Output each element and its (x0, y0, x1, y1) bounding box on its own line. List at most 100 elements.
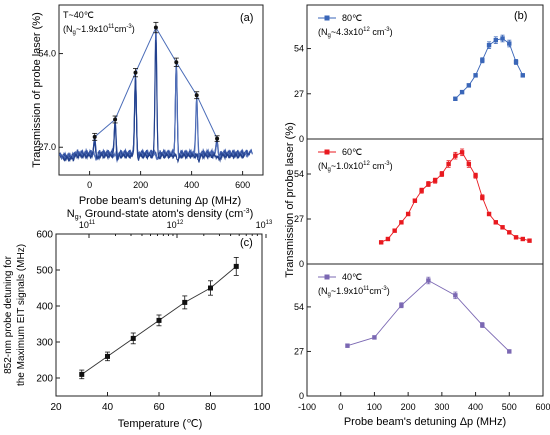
panel-c-point (130, 335, 136, 341)
panel-a-xtick-label: 600 (235, 180, 250, 190)
panel-b-point (399, 220, 404, 225)
panel-c-point (182, 299, 188, 305)
panel-b-point (385, 236, 391, 242)
panel-b-point (500, 36, 505, 41)
panel-c-ytick-label: 300 (36, 338, 53, 349)
panel-b-xtick-label: 200 (401, 402, 416, 412)
panel-a-xtick-label: 0 (87, 180, 92, 190)
panel-b-point (507, 349, 512, 354)
panel-b-point (392, 228, 397, 233)
panel-b-ytick-label: 0 (299, 259, 304, 269)
panel-c-xtick-label: 40 (102, 402, 114, 413)
panel-b-point (513, 235, 519, 240)
panel-c-ylabel-line2: the Maximum EIT signals (MHz) (16, 244, 27, 386)
panel-b-point (480, 58, 485, 63)
panel-c-ylabel-line1: 852-nm probe detuning for (3, 255, 14, 374)
panel-b-ytick-label: 54 (294, 44, 304, 54)
panel-b-legend-label: 60℃ (342, 147, 362, 157)
panel-b-point (513, 59, 519, 65)
panel-a-density: (Ng~1.9x1011cm-3) (63, 24, 135, 36)
panel-b-data: 80℃ (Ng~4.3x1012 cm-3) 60℃ (Ng~1.0x1012 cm-… (318, 13, 532, 354)
panel-a-peak-point (194, 93, 199, 98)
panel-b-point (378, 240, 384, 245)
panel-b-xlabel: Probe beam's detuning Δp (MHz) (344, 416, 506, 428)
panel-a-density-unit: cm (114, 24, 126, 34)
panel-a-label: (a) (240, 12, 253, 24)
panel-b-legend-label: 80℃ (342, 13, 362, 23)
panel-a-density-exp: 11 (108, 24, 115, 30)
panel-c-ytick-label: 200 (36, 374, 53, 385)
panel-a-frame (58, 4, 264, 176)
panel-a-trace (62, 39, 246, 164)
panel-a-temperature: T~40℃ (63, 10, 94, 20)
panel-b-point (466, 161, 472, 167)
panel-b-point (372, 335, 377, 340)
panel-a-density-open: (N (63, 24, 73, 34)
panel-a-peak-point (153, 25, 158, 30)
panel-c-xtick-label: 20 (50, 402, 62, 413)
panel-b-point (405, 211, 411, 217)
panel-a-peak-point (113, 117, 118, 122)
panel-a-density-sub: g (73, 30, 76, 36)
panel-b-legend-marker (324, 149, 330, 155)
panel-c-label: (c) (240, 237, 253, 249)
panel-a-xtick-label: 200 (133, 180, 148, 190)
panel-a-peak-point (92, 134, 97, 139)
panel-b-point (426, 181, 431, 187)
panel-b-ytick-label: 27 (294, 89, 304, 99)
panel-a-xlabel: Probe beam's detuning Δp (MHz) (79, 195, 241, 207)
panel-b-point (520, 236, 525, 242)
panel-b-label: (b) (514, 10, 527, 22)
panel-b-ytick-label: 54 (294, 169, 304, 179)
panel-b-xtick-label: 500 (502, 402, 517, 412)
panel-b-point (426, 278, 431, 283)
panel-b-ylabel: Transmission of probe laser (%) (284, 122, 296, 277)
panel-a: 0 200 400 600 27.0 54.0 (a) T~40℃ (Ng~1.9x101… (38, 4, 264, 207)
panel-c-top-axis-label-sub: g (75, 214, 79, 221)
panel-b-density: (Ng~1.9x1011cm-3) (318, 286, 390, 298)
panel-c-top-tick-label: 1011 (79, 220, 96, 230)
panel-b-point (473, 173, 478, 178)
panel-b-frame (306, 4, 544, 397)
panel-b-ytick-label: 0 (299, 134, 304, 144)
panel-b-legend-marker (324, 274, 330, 280)
panel-c-top-tick-label: 1013 (256, 220, 273, 230)
panel-c: 20 40 60 80 100 200 300 400 500 600 1011 1012 1013 (… (3, 208, 273, 430)
panel-a-peaks (92, 21, 220, 142)
panel-b-point (432, 178, 438, 183)
panel-b-point (453, 153, 458, 158)
panel-a-ylabel: Transmission of probe laser (%) (31, 12, 43, 167)
panel-a-ytick-label: 54.0 (38, 49, 56, 59)
panel-b-ytick-label: 54 (294, 302, 304, 312)
panel-c-point (208, 285, 213, 291)
panel-a-density-rest: ~1.9x10 (76, 24, 108, 34)
panel-b-point (466, 83, 472, 88)
panel-a-density-unit-exp: -3 (126, 24, 132, 30)
panel-c-ytick-label: 500 (36, 266, 53, 277)
panel-b-point (459, 89, 465, 95)
panel-b-xtick-label: -100 (298, 402, 316, 412)
panel-c-point (156, 317, 162, 323)
panel-b-point (453, 293, 458, 298)
panel-b-xtick-label: 0 (338, 402, 343, 412)
panel-b-ytick-label: 0 (299, 391, 304, 401)
panel-b-point (439, 171, 445, 177)
panel-b-point (480, 322, 485, 328)
panel-c-top-axis-label-n: N (67, 208, 75, 220)
panel-c-xlabel: Temperature (℃) (118, 418, 203, 430)
panel-b-point (453, 96, 458, 101)
panel-b-xtick-label: 100 (367, 402, 382, 412)
panel-c-axes: 20 40 60 80 100 200 300 400 500 600 1011 1012 1013 (36, 220, 273, 413)
panel-c-data (79, 256, 239, 380)
panel-b-point (419, 188, 424, 193)
panel-c-point (105, 353, 110, 359)
panel-a-peak-point (174, 60, 179, 65)
panel-c-ytick-label: 600 (36, 230, 53, 241)
panel-b-xtick-label: 600 (535, 402, 550, 412)
panel-b-point (493, 37, 498, 43)
panel-b-xtick-label: 400 (468, 402, 483, 412)
panel-a-density-close: ) (132, 24, 135, 34)
panel-b-point (473, 73, 478, 78)
panel-c-ytick-label: 400 (36, 302, 53, 313)
